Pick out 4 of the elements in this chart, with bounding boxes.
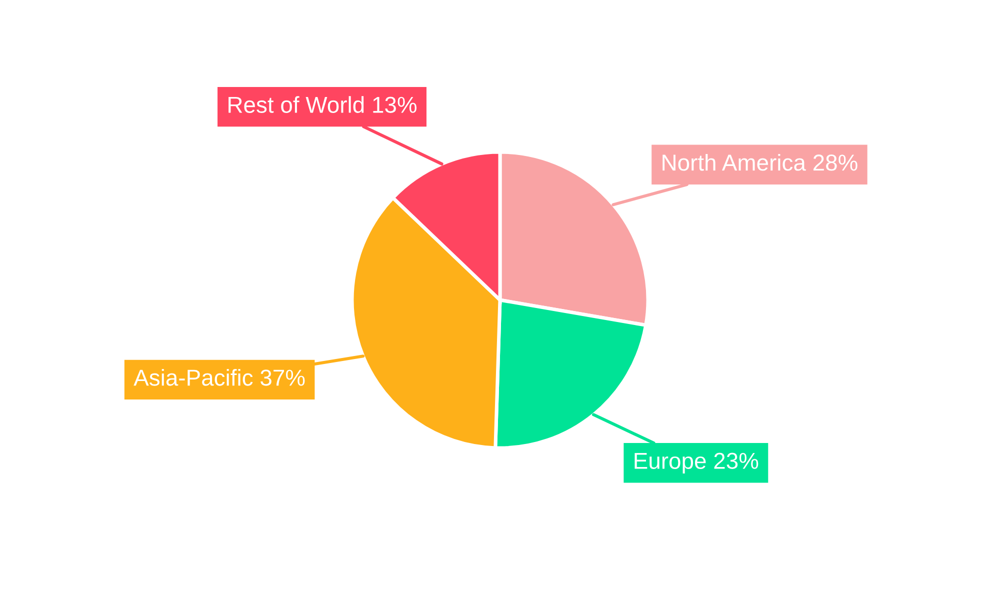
- slice-label: Europe 23%: [634, 452, 758, 474]
- slice-label: Asia-Pacific 37%: [134, 368, 305, 386]
- slice-label: North America 28%: [662, 154, 858, 171]
- slice-label: Rest of World 13%: [228, 96, 417, 113]
